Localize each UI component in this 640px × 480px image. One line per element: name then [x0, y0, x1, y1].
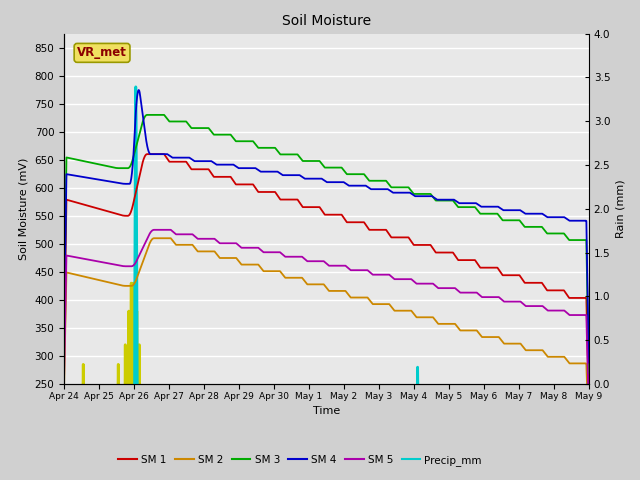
SM 3: [303, 158, 311, 164]
SM 5: [585, 410, 593, 416]
SM 5: [303, 258, 311, 264]
Legend: SM 1, SM 2, SM 3, SM 4, SM 5, Precip_mm: SM 1, SM 2, SM 3, SM 4, SM 5, Precip_mm: [114, 451, 486, 470]
Line: SM 2: SM 2: [64, 238, 589, 439]
Line: SM 5: SM 5: [64, 230, 589, 413]
Y-axis label: Soil Moisture (mV): Soil Moisture (mV): [19, 157, 29, 260]
SM 5: [60, 378, 68, 384]
SM 4: [585, 360, 593, 365]
SM 1: [303, 204, 311, 210]
SM 2: [294, 275, 301, 281]
SM 2: [60, 387, 68, 393]
Line: SM 3: SM 3: [64, 115, 589, 373]
SM 4: [359, 183, 367, 189]
SM 4: [60, 335, 68, 340]
SM 1: [60, 348, 68, 354]
SM 5: [359, 267, 367, 273]
SM 5: [122, 264, 130, 269]
SM 4: [100, 178, 108, 183]
SM 5: [150, 227, 158, 233]
SM 4: [283, 172, 291, 178]
SM 2: [283, 275, 291, 281]
SM 2: [585, 436, 593, 442]
SM 3: [122, 165, 130, 171]
SM 1: [100, 207, 108, 213]
TZ ppt: [127, 280, 135, 286]
SM 4: [135, 87, 143, 93]
SM 4: [122, 181, 130, 187]
SM 2: [122, 283, 130, 289]
SM 1: [122, 213, 130, 219]
SM 3: [143, 112, 151, 118]
SM 4: [303, 176, 311, 181]
Title: Soil Moisture: Soil Moisture: [282, 14, 371, 28]
SM 1: [585, 401, 593, 407]
Line: TZ ppt: TZ ppt: [64, 283, 589, 480]
SM 2: [359, 295, 367, 300]
SM 4: [294, 172, 301, 178]
SM 1: [283, 197, 291, 203]
SM 2: [303, 281, 311, 287]
Precip_mm: [132, 84, 140, 90]
Line: SM 1: SM 1: [64, 154, 589, 404]
SM 5: [100, 260, 108, 265]
SM 1: [294, 197, 301, 203]
SM 2: [150, 235, 158, 241]
Line: Precip_mm: Precip_mm: [64, 87, 589, 480]
Text: VR_met: VR_met: [77, 47, 127, 60]
SM 3: [585, 370, 593, 376]
SM 3: [359, 171, 367, 177]
SM 1: [359, 219, 367, 225]
SM 2: [100, 278, 108, 284]
SM 1: [143, 151, 151, 157]
SM 3: [100, 163, 108, 168]
Y-axis label: Rain (mm): Rain (mm): [616, 180, 626, 238]
SM 3: [60, 325, 68, 331]
SM 5: [283, 254, 291, 260]
SM 3: [283, 152, 291, 157]
X-axis label: Time: Time: [313, 406, 340, 416]
Line: SM 4: SM 4: [64, 90, 589, 362]
SM 5: [294, 254, 301, 260]
SM 3: [294, 152, 301, 158]
